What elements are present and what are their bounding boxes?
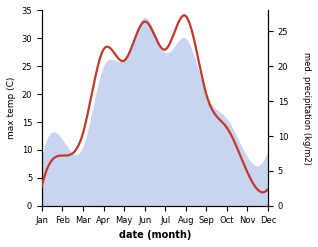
X-axis label: date (month): date (month) xyxy=(119,230,191,240)
Y-axis label: max temp (C): max temp (C) xyxy=(7,77,16,139)
Y-axis label: med. precipitation (kg/m2): med. precipitation (kg/m2) xyxy=(302,52,311,165)
